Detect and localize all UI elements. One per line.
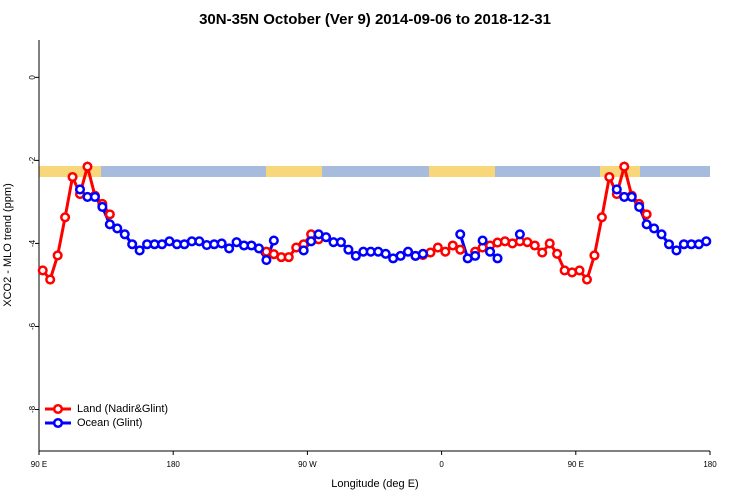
data-point — [663, 239, 675, 250]
data-point — [261, 254, 272, 266]
data-point — [343, 244, 354, 255]
data-point — [596, 212, 607, 223]
data-point — [529, 240, 540, 251]
y-tick-label: -6 — [28, 322, 37, 330]
data-point — [104, 219, 115, 230]
y-tick-label: -8 — [28, 405, 37, 413]
y-tick-label: -2 — [28, 156, 37, 164]
data-point — [701, 236, 712, 247]
data-point — [440, 246, 451, 257]
data-point — [485, 246, 496, 257]
data-point — [477, 235, 488, 246]
data-point — [60, 212, 71, 223]
data-point — [574, 265, 585, 276]
data-point — [112, 223, 123, 234]
land-band — [429, 166, 495, 177]
data-point — [581, 274, 593, 285]
data-point — [104, 209, 115, 220]
land-band — [266, 166, 322, 177]
chart-title: 30N-35N October (Ver 9) 2014-09-06 to 20… — [199, 11, 551, 28]
legend-label: Ocean (Glint) — [77, 417, 142, 429]
y-tick-label: -4 — [28, 239, 37, 247]
data-point — [626, 191, 637, 202]
data-point — [350, 250, 361, 261]
y-axis-label: XCO2 - MLO trend (ppm) — [2, 183, 14, 306]
x-tick-label: 180 — [167, 460, 181, 469]
data-point — [320, 232, 332, 243]
data-point — [52, 250, 63, 261]
data-point — [671, 245, 682, 256]
ocean-band — [39, 166, 710, 177]
data-point — [37, 265, 48, 276]
data-point — [455, 244, 466, 255]
data-point — [514, 229, 525, 240]
data-point — [335, 237, 347, 248]
data-point — [611, 184, 622, 195]
data-point — [649, 223, 660, 234]
data-point — [119, 229, 130, 240]
data-point — [619, 161, 630, 172]
data-point — [67, 171, 78, 183]
data-point — [417, 248, 429, 259]
data-point — [544, 238, 555, 249]
land-band — [39, 166, 101, 177]
x-tick-label: 180 — [703, 460, 717, 469]
data-point — [634, 201, 645, 212]
data-point — [447, 240, 458, 251]
x-axis-label: Longitude (deg E) — [331, 478, 418, 490]
legend-marker — [52, 417, 64, 429]
data-point — [97, 201, 108, 212]
data-point — [403, 246, 414, 257]
data-point — [604, 171, 615, 183]
data-point — [432, 242, 443, 253]
data-point — [395, 250, 406, 261]
x-tick-label: 90 E — [568, 460, 584, 469]
x-tick-label: 90 W — [298, 460, 317, 469]
data-point — [306, 236, 317, 247]
data-point — [89, 191, 100, 202]
x-tick-label: 90 E — [31, 460, 47, 469]
data-point — [127, 239, 138, 250]
data-point — [224, 243, 235, 254]
data-point — [492, 253, 503, 264]
data-point — [216, 238, 227, 249]
data-point — [253, 243, 264, 254]
data-point — [656, 229, 667, 240]
land-sea-mask — [39, 166, 710, 177]
x-tick-label: 0 — [439, 460, 444, 469]
data-point — [552, 248, 563, 259]
data-point — [470, 250, 481, 261]
data-point — [380, 248, 391, 259]
data-point — [298, 245, 309, 256]
legend-label: Land (Nadir&Glint) — [77, 403, 168, 415]
data-point — [45, 274, 56, 285]
land-band — [600, 166, 640, 177]
series-line — [41, 160, 648, 283]
data-point — [283, 252, 294, 263]
data-point — [82, 161, 93, 172]
data-point — [194, 236, 205, 247]
data-point — [537, 247, 548, 258]
data-point — [134, 245, 145, 256]
legend-marker — [52, 403, 64, 415]
data-point — [74, 184, 86, 195]
data-point — [641, 219, 652, 230]
data-point — [589, 250, 600, 261]
data-point — [455, 229, 466, 240]
y-tick-label: 0 — [28, 75, 37, 80]
data-point — [641, 209, 652, 220]
series-line — [78, 188, 707, 264]
data-point — [268, 235, 279, 246]
